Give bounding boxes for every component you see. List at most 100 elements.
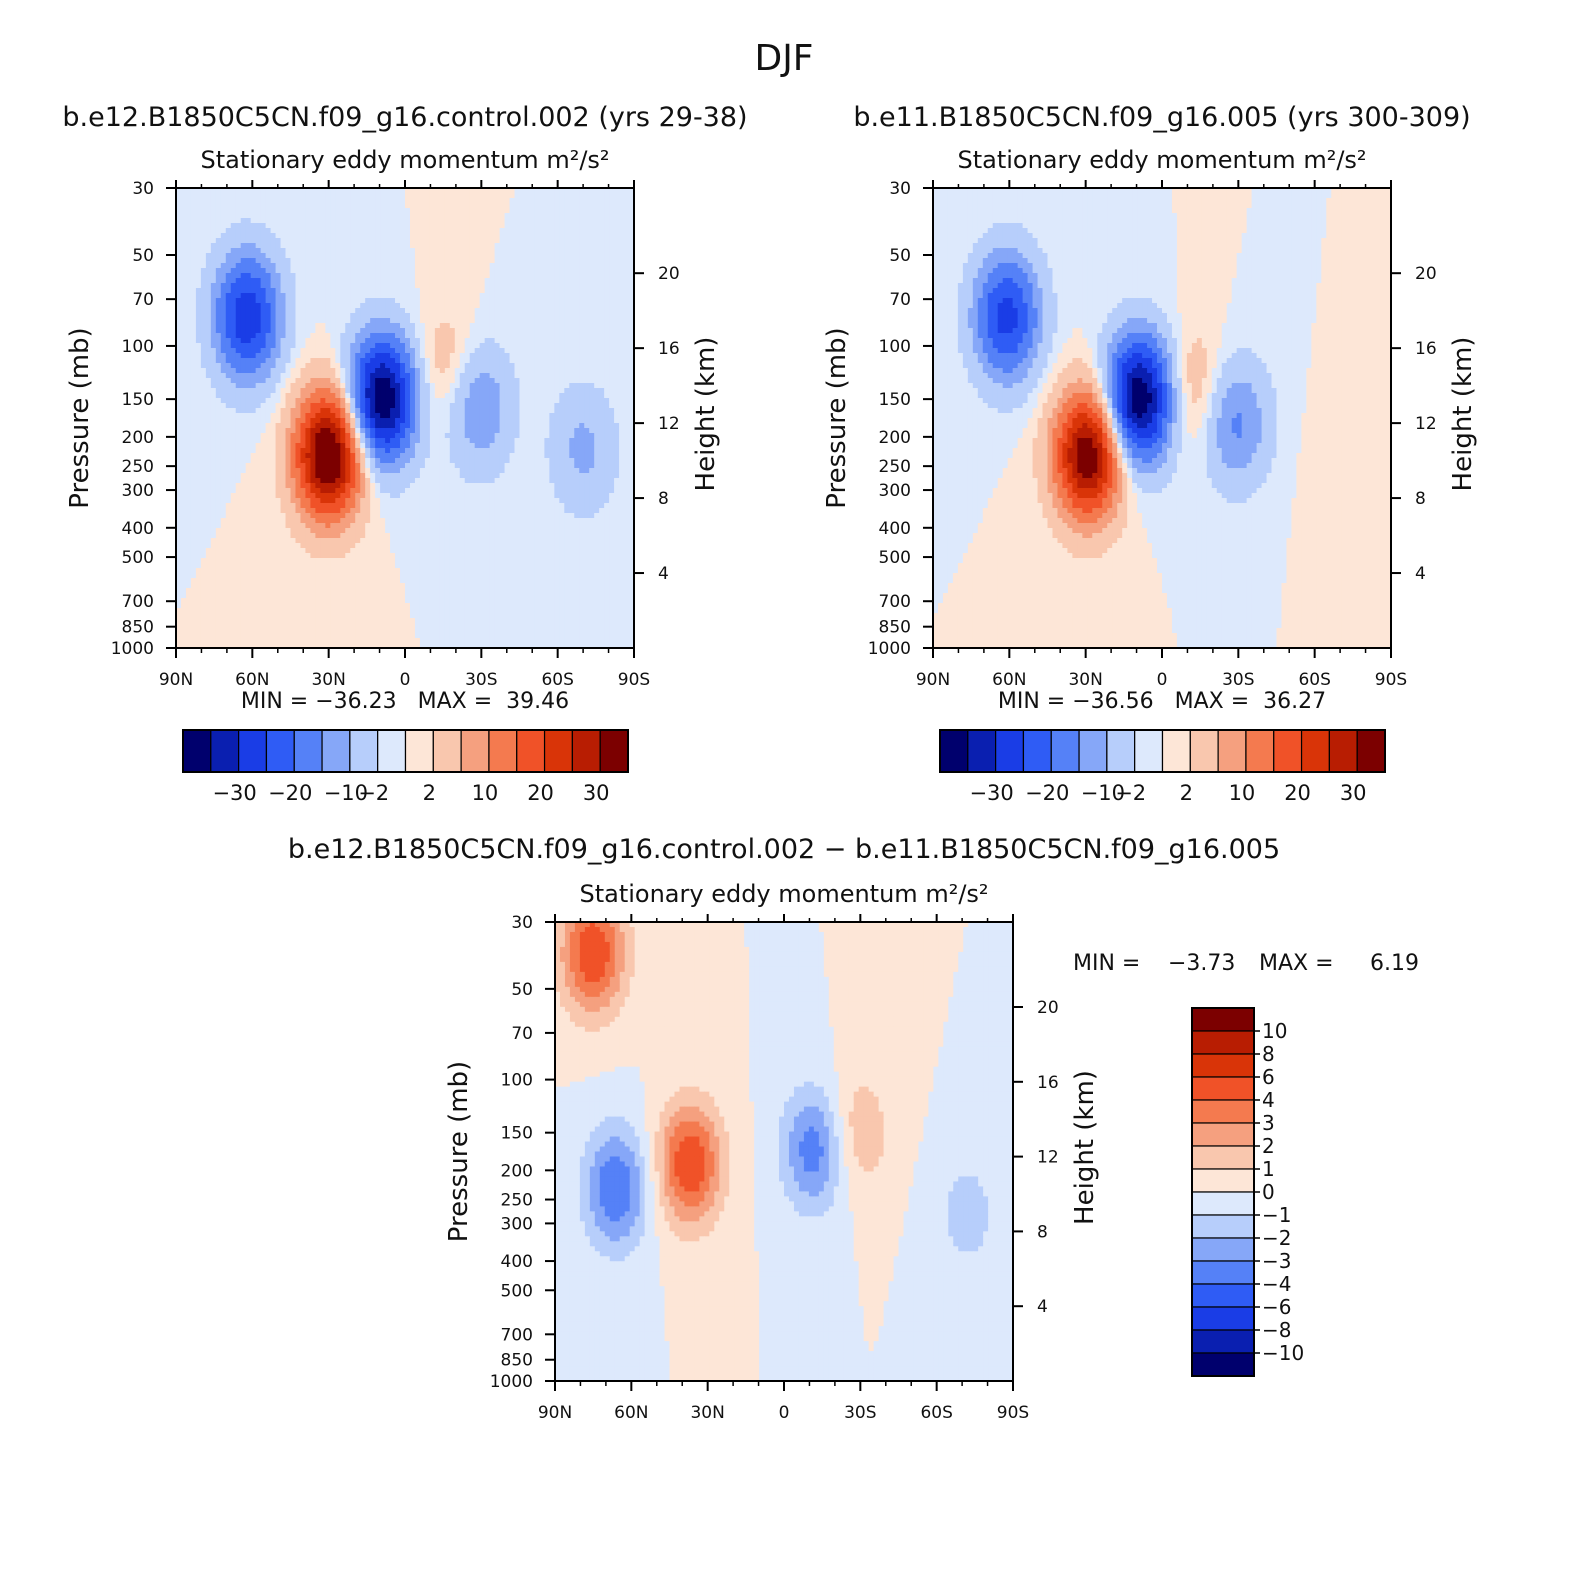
field-cell bbox=[589, 233, 595, 239]
field-cell bbox=[335, 213, 341, 219]
field-cell bbox=[604, 428, 610, 434]
field-cell bbox=[579, 328, 585, 334]
field-cell bbox=[480, 233, 486, 239]
field-cell bbox=[206, 408, 212, 414]
field-cell bbox=[415, 243, 421, 249]
field-cell bbox=[420, 408, 426, 414]
field-cell bbox=[186, 228, 192, 234]
field-cell bbox=[430, 293, 436, 299]
field-cell bbox=[281, 413, 287, 419]
field-cell bbox=[335, 443, 341, 449]
field-cell bbox=[251, 228, 257, 234]
field-cell bbox=[609, 258, 615, 264]
field-cell bbox=[619, 218, 625, 224]
field-cell bbox=[430, 393, 436, 399]
field-cell bbox=[181, 368, 187, 374]
field-cell bbox=[564, 448, 570, 454]
field-cell bbox=[619, 323, 625, 329]
field-cell bbox=[276, 363, 282, 369]
field-cell bbox=[350, 363, 356, 369]
field-cell bbox=[355, 248, 361, 254]
field-cell bbox=[246, 323, 252, 329]
field-cell bbox=[286, 448, 292, 454]
field-cell bbox=[485, 273, 491, 279]
field-cell bbox=[325, 333, 331, 339]
field-cell bbox=[599, 223, 605, 229]
field-cell bbox=[559, 368, 565, 374]
field-cell bbox=[524, 223, 530, 229]
field-cell bbox=[256, 198, 262, 204]
field-cell bbox=[335, 283, 341, 289]
field-cell bbox=[445, 373, 451, 379]
field-cell bbox=[539, 233, 545, 239]
field-cell bbox=[335, 413, 341, 419]
field-cell bbox=[191, 243, 197, 249]
field-cell bbox=[440, 268, 446, 274]
field-cell bbox=[261, 238, 267, 244]
field-cell bbox=[505, 318, 511, 324]
field-cell bbox=[435, 438, 441, 444]
field-cell bbox=[335, 363, 341, 369]
field-cell bbox=[360, 363, 366, 369]
field-cell bbox=[251, 383, 257, 389]
field-cell bbox=[315, 228, 321, 234]
field-cell bbox=[375, 423, 381, 429]
field-cell bbox=[216, 328, 222, 334]
field-cell bbox=[345, 343, 351, 349]
field-cell bbox=[410, 283, 416, 289]
field-cell bbox=[609, 278, 615, 284]
field-cell bbox=[614, 358, 620, 364]
field-cell bbox=[246, 408, 252, 414]
field-cell bbox=[236, 248, 242, 254]
field-cell bbox=[266, 343, 272, 349]
field-cell bbox=[614, 373, 620, 379]
field-cell bbox=[395, 333, 401, 339]
field-cell bbox=[390, 388, 396, 394]
field-cell bbox=[539, 208, 545, 214]
field-cell bbox=[574, 293, 580, 299]
field-cell bbox=[500, 223, 506, 229]
field-cell bbox=[460, 283, 466, 289]
field-cell bbox=[589, 448, 595, 454]
field-cell bbox=[395, 283, 401, 289]
field-cell bbox=[559, 193, 565, 199]
field-cell bbox=[534, 428, 540, 434]
field-cell bbox=[390, 198, 396, 204]
field-cell bbox=[430, 253, 436, 259]
field-cell bbox=[345, 213, 351, 219]
field-cell bbox=[435, 313, 441, 319]
field-cell bbox=[355, 223, 361, 229]
field-cell bbox=[475, 288, 481, 294]
field-cell bbox=[405, 333, 411, 339]
field-cell bbox=[305, 388, 311, 394]
field-cell bbox=[614, 423, 620, 429]
field-cell bbox=[186, 398, 192, 404]
field-cell bbox=[295, 248, 301, 254]
field-cell bbox=[559, 313, 565, 319]
field-cell bbox=[594, 453, 600, 459]
field-cell bbox=[196, 233, 202, 239]
field-cell bbox=[375, 218, 381, 224]
field-cell bbox=[246, 453, 252, 459]
field-cell bbox=[549, 413, 555, 419]
field-cell bbox=[261, 273, 267, 279]
field-cell bbox=[440, 343, 446, 349]
field-cell bbox=[524, 413, 530, 419]
field-cell bbox=[330, 303, 336, 309]
field-cell bbox=[375, 383, 381, 389]
field-cell bbox=[539, 358, 545, 364]
field-cell bbox=[475, 263, 481, 269]
field-cell bbox=[609, 288, 615, 294]
field-cell bbox=[460, 208, 466, 214]
field-cell bbox=[191, 253, 197, 259]
field-cell bbox=[236, 328, 242, 334]
field-cell bbox=[539, 263, 545, 269]
field-cell bbox=[370, 398, 376, 404]
field-cell bbox=[495, 403, 501, 409]
field-cell bbox=[529, 343, 535, 349]
field-cell bbox=[495, 273, 501, 279]
field-cell bbox=[515, 328, 521, 334]
field-cell bbox=[604, 233, 610, 239]
field-cell bbox=[365, 243, 371, 249]
field-cell bbox=[236, 283, 242, 289]
